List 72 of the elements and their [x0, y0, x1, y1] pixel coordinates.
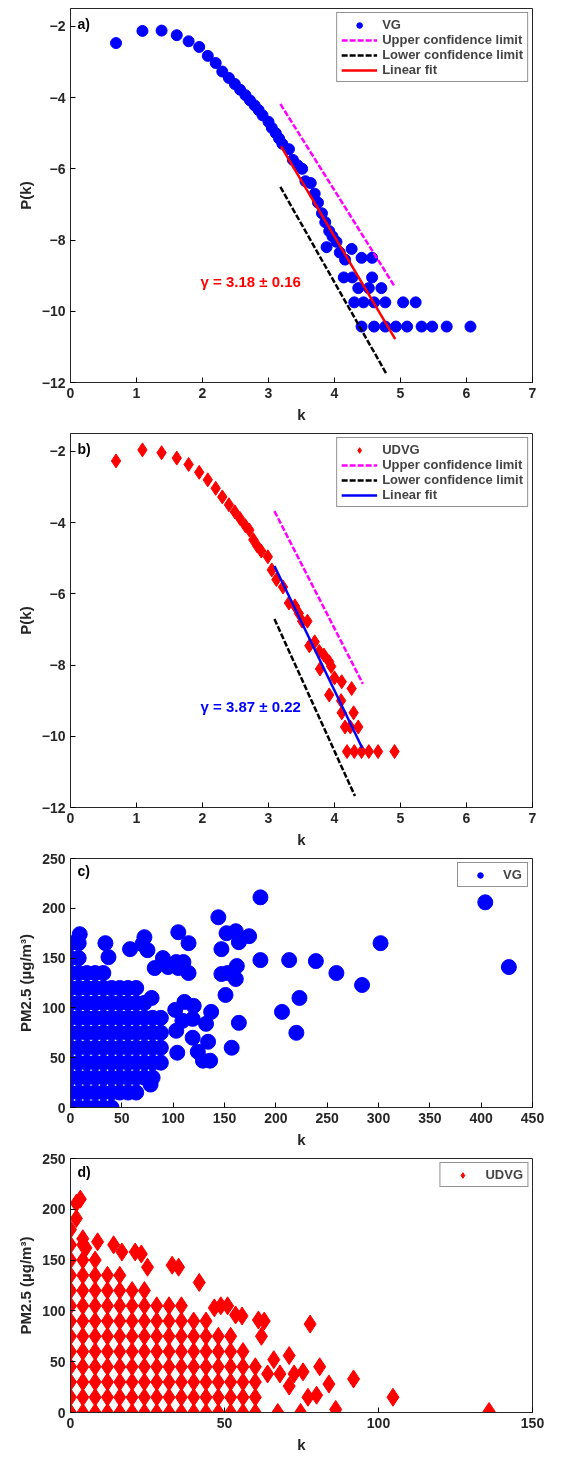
- x-tick-label: 7: [528, 809, 537, 826]
- y-tick-label: −12: [41, 799, 66, 816]
- chart-title: c): [77, 863, 90, 880]
- x-tick-label: 350: [418, 1109, 442, 1126]
- legend-label: Lower confidence limit: [382, 472, 523, 487]
- x-tick-label: 6: [462, 809, 471, 826]
- legend-label: Upper confidence limit: [382, 32, 523, 47]
- annotation: γ = 3.87 ± 0.22: [200, 698, 301, 716]
- x-tick-label: 3: [264, 809, 273, 826]
- x-tick-label: 100: [366, 1414, 391, 1431]
- legend-label: Linear fit: [382, 62, 438, 77]
- x-axis-title: k: [297, 1435, 307, 1453]
- x-tick-label: 50: [216, 1414, 233, 1431]
- y-tick-label: 50: [49, 1353, 66, 1370]
- y-tick-label: −2: [49, 18, 66, 35]
- x-tick-label: 2: [198, 809, 207, 826]
- text: b): [77, 440, 91, 457]
- y-tick-label: −4: [49, 514, 66, 531]
- y-tick-label: −4: [49, 89, 66, 106]
- x-tick-label: 4: [330, 809, 339, 826]
- x-tick-label: 450: [520, 1109, 545, 1126]
- chart-title: d): [77, 1163, 91, 1180]
- y-axis-title: PM2.5 (µg/m³): [17, 1236, 35, 1335]
- x-tick-label: 200: [264, 1109, 288, 1126]
- legend-label: Upper confidence limit: [382, 457, 523, 472]
- x-tick-label: 300: [366, 1109, 391, 1126]
- x-tick-label: 50: [114, 1109, 130, 1126]
- x-axis-title: k: [297, 830, 307, 848]
- x-tick-label: 6: [462, 384, 471, 401]
- x-tick-label: 3: [264, 384, 273, 401]
- y-tick-label: 100: [42, 1302, 66, 1319]
- y-tick-label: 250: [42, 1150, 66, 1167]
- y-tick-label: −6: [49, 585, 66, 602]
- y-axis-title: PM2.5 (µg/m³): [17, 934, 35, 1032]
- x-tick-label: 400: [469, 1109, 494, 1126]
- legend-label: UDVG: [485, 1167, 523, 1182]
- x-axis-title: k: [297, 1130, 307, 1148]
- y-axis-title: P(k): [16, 606, 34, 635]
- x-tick-label: 5: [396, 809, 405, 826]
- annotation: γ = 3.18 ± 0.16: [200, 273, 301, 291]
- legend-label: VG: [382, 17, 402, 32]
- y-tick-label: −12: [41, 374, 66, 391]
- x-tick-label: 150: [212, 1109, 237, 1126]
- legend-label: Linear fit: [382, 487, 438, 502]
- legend-label: UDVG: [382, 442, 420, 457]
- y-tick-label: 150: [42, 950, 66, 967]
- x-tick-label: 1: [132, 384, 141, 401]
- y-tick-label: −8: [49, 232, 66, 249]
- x-tick-label: 1: [132, 809, 141, 826]
- x-tick-label: 250: [315, 1109, 340, 1126]
- y-axis-title: P(k): [16, 181, 34, 210]
- x-tick-label: 7: [528, 384, 537, 401]
- y-tick-label: 250: [42, 850, 66, 867]
- x-tick-label: 5: [396, 384, 405, 401]
- y-tick-label: 200: [42, 1201, 66, 1218]
- x-tick-label: 2: [198, 384, 207, 401]
- x-axis-title: k: [297, 405, 307, 423]
- y-tick-label: −8: [49, 657, 66, 674]
- text: a): [77, 15, 90, 32]
- x-tick-label: 150: [520, 1414, 545, 1431]
- x-tick-label: 4: [330, 384, 339, 401]
- y-tick-label: 150: [42, 1252, 66, 1269]
- y-tick-label: −6: [49, 160, 66, 177]
- legend-label: VG: [503, 867, 523, 882]
- legend-label: Lower confidence limit: [382, 47, 523, 62]
- y-tick-label: 50: [49, 1049, 66, 1066]
- y-tick-label: −2: [49, 443, 66, 460]
- x-tick-label: 100: [161, 1109, 186, 1126]
- y-tick-label: 100: [42, 999, 66, 1016]
- y-tick-label: −10: [41, 728, 66, 745]
- y-tick-label: 200: [42, 900, 66, 917]
- y-tick-label: −10: [41, 303, 66, 320]
